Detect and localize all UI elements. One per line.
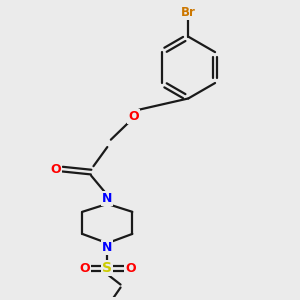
- Text: O: O: [125, 262, 136, 275]
- Text: O: O: [50, 163, 61, 176]
- Text: N: N: [102, 192, 112, 205]
- Text: O: O: [128, 110, 139, 123]
- Text: Br: Br: [181, 6, 196, 19]
- Text: S: S: [102, 261, 112, 275]
- Text: N: N: [102, 241, 112, 254]
- Text: O: O: [79, 262, 90, 275]
